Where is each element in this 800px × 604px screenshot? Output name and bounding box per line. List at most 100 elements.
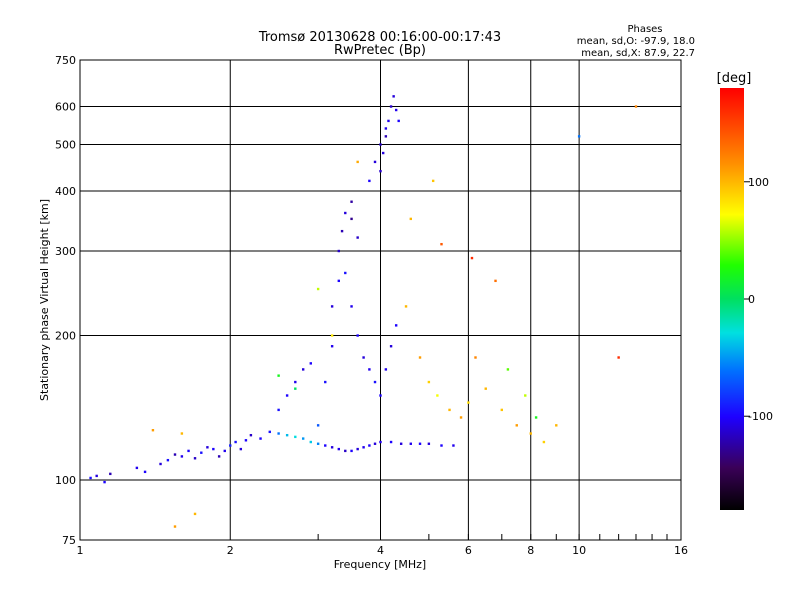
data-point-s2-16 [494,279,497,283]
data-point-s1-34 [368,179,371,183]
data-point-s2-12 [529,432,532,435]
data-point-s0-36 [362,446,365,449]
data-point-s0-3 [109,472,112,476]
data-point-s2-29 [173,525,177,528]
data-point-s0-44 [427,442,431,445]
data-point-s2-19 [534,416,538,419]
colorbar [720,88,744,510]
data-point-s2-8 [467,401,470,404]
data-point-s0-34 [350,449,353,453]
data-point-s0-10 [187,449,190,453]
y-tick-label-0: 75 [62,534,76,547]
data-point-s1-32 [394,108,398,112]
data-point-s2-17 [506,368,510,371]
data-point-s0-9 [180,455,184,458]
data-point-s0-15 [217,455,221,458]
chart-title: Tromsø 20130628 00:16:00-00:17:43 [258,30,501,45]
data-point-s2-32 [634,105,638,108]
data-point-s2-26 [294,387,297,390]
x-tick-labels: 1 2 4 6 8 10 16 [77,544,689,557]
data-point-s2-18 [524,394,527,397]
data-point-s2-9 [484,387,487,390]
data-point-s1-5 [316,424,320,427]
data-point-s0-33 [344,449,347,453]
data-point-s0-35 [356,447,359,451]
data-point-s2-14 [555,424,558,427]
data-point-s1-23 [384,368,388,371]
colorbar-tick-label-0: 100 [748,176,769,189]
colorbar-label: [deg] [717,71,752,86]
data-point-s0-21 [249,433,253,437]
x-axis-label: Frequency [MHz] [334,558,426,571]
data-point-s2-20 [440,242,443,246]
data-point-s0-30 [324,444,327,447]
data-point-s1-20 [368,368,371,371]
data-point-s0-41 [399,442,403,445]
phase-box-line-o: mean, sd,O: -97.9, 18.0 [577,36,695,47]
data-point-s1-33 [397,119,400,123]
data-point-s2-23 [431,179,435,183]
data-point-s2-30 [193,512,197,516]
data-point-s0-20 [244,439,248,442]
data-point-s1-29 [387,119,390,123]
data-point-s0-29 [316,442,320,445]
y-tick-label-6: 600 [55,101,76,114]
data-point-s0-38 [373,442,377,445]
data-point-s0-12 [200,451,203,454]
data-point-s2-10 [500,408,504,412]
data-point-s1-25 [394,324,398,327]
data-point-s2-11 [515,424,518,427]
data-point-s1-16 [344,271,347,275]
data-point-s2-27 [180,432,184,435]
data-point-s1-15 [356,236,359,239]
data-point-s1-36 [379,143,382,146]
phase-box-line-x: mean, sd,X: 87.9, 22.7 [581,48,695,59]
data-point-s2-31 [577,135,581,138]
x-tick-label-3: 6 [465,544,472,557]
points-layer [89,95,638,528]
data-point-s2-33 [617,356,620,359]
data-point-s0-26 [294,435,297,439]
y-tick-label-3: 300 [55,245,76,258]
data-point-s2-3 [418,356,422,359]
data-point-s1-22 [379,394,382,397]
data-point-s1-9 [337,279,341,283]
data-point-s0-5 [143,470,147,474]
data-point-s1-1 [285,394,289,397]
colorbar-tick-labels: 100 0 -100 [744,176,773,423]
colorbar-tick-label-1: 0 [748,293,755,306]
data-point-s1-31 [392,95,395,98]
data-point-s2-22 [409,217,412,221]
data-point-s2-6 [448,408,451,412]
data-point-s0-23 [268,430,271,434]
data-point-s0-31 [330,446,334,449]
data-point-s1-10 [337,249,341,253]
data-point-s0-24 [277,432,280,435]
data-point-s0-43 [418,442,422,445]
data-point-s1-12 [344,211,347,215]
data-point-s0-4 [135,466,139,470]
data-point-s2-13 [542,440,546,444]
data-point-s0-1 [95,474,98,478]
data-point-s0-32 [337,447,341,451]
data-point-s1-37 [384,127,388,130]
data-point-s1-8 [330,305,334,308]
data-point-s0-11 [193,457,197,460]
chart-subtitle: RwPretec (Bp) [334,43,426,58]
plot-frame [79,59,682,541]
data-point-s2-15 [474,356,477,359]
data-point-s0-18 [234,440,237,444]
x-tick-label-5: 10 [572,544,586,557]
data-point-s1-0 [277,408,280,412]
y-tick-label-2: 200 [55,330,76,343]
grid-layer [80,60,681,540]
y-tick-label-5: 500 [55,139,76,152]
data-point-s1-4 [309,362,312,365]
x-tick-label-4: 8 [527,544,534,557]
data-point-s0-16 [223,449,226,453]
data-point-s0-37 [368,444,371,447]
x-tick-label-0: 1 [77,544,84,557]
data-point-s1-18 [356,334,359,337]
